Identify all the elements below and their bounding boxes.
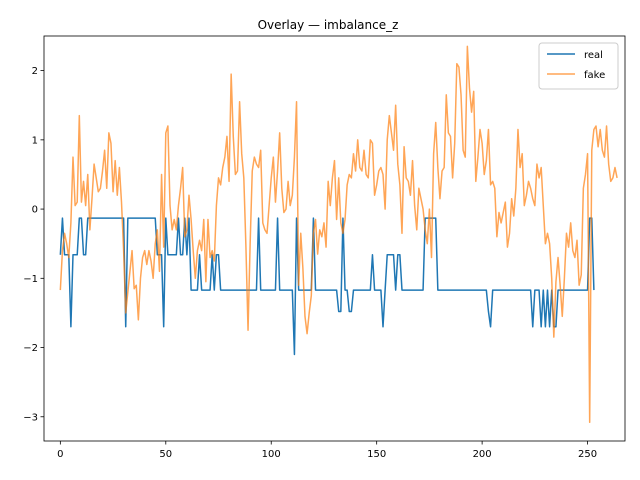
y-tick-label: 0 — [32, 205, 38, 216]
x-tick-label: 250 — [578, 449, 597, 460]
chart-title: Overlay — imbalance_z — [258, 18, 399, 32]
legend-label-fake: fake — [584, 70, 605, 81]
y-tick-label: 2 — [32, 66, 38, 77]
legend-label-real: real — [584, 50, 603, 61]
x-tick-label: 0 — [57, 449, 63, 460]
x-tick-label: 150 — [367, 449, 386, 460]
plot-area — [59, 45, 618, 424]
y-tick-label: −2 — [23, 343, 38, 354]
axes-frame — [43, 35, 626, 442]
axes: 0 50 100 150 200 250 −3 −2 −1 0 1 2 — [23, 35, 626, 460]
x-tick-label: 200 — [473, 449, 492, 460]
legend: real fake — [538, 42, 619, 90]
x-tick-label: 100 — [262, 449, 281, 460]
x-tick-label: 50 — [159, 449, 172, 460]
y-tick-label: −3 — [23, 412, 38, 423]
y-tick-label: −1 — [23, 274, 38, 285]
y-tick-label: 1 — [32, 135, 38, 146]
series-line-fake — [59, 45, 618, 424]
series-line-real — [59, 217, 595, 356]
legend-box — [538, 42, 619, 90]
